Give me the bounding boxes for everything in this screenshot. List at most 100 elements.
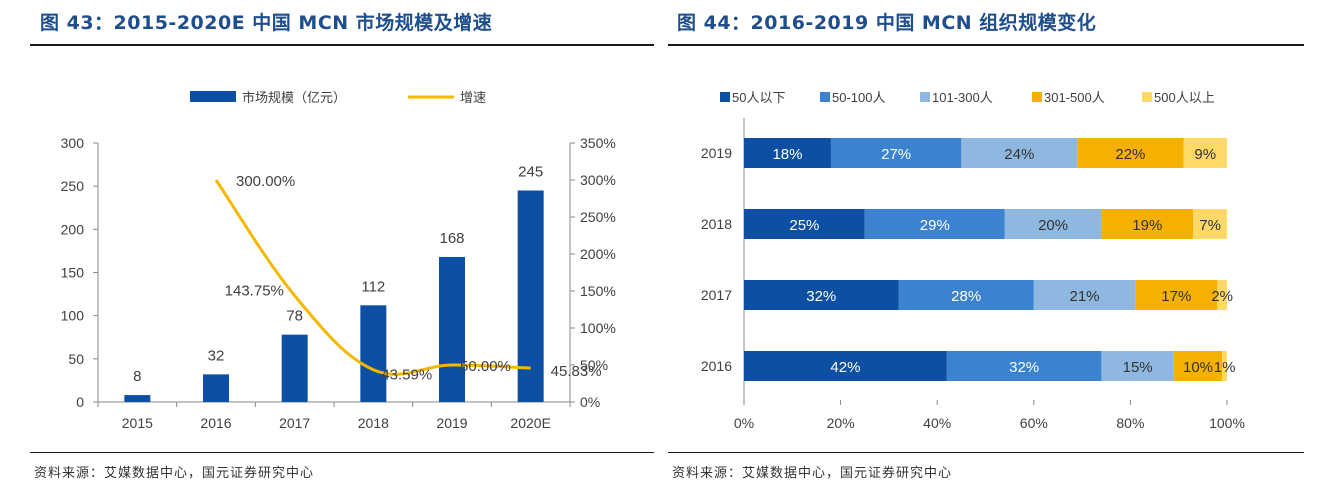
x-tick-label: 2019 (436, 415, 467, 431)
stacked-segment (1077, 138, 1184, 168)
left-source-rule (30, 452, 654, 453)
growth-value-label: 45.83% (551, 363, 602, 380)
stacked-segment (1033, 280, 1136, 310)
market-size-bar (203, 374, 229, 402)
stacked-segment (1217, 280, 1227, 310)
right-title-rule (668, 44, 1304, 46)
segment-value-label: 18% (772, 146, 802, 163)
y2-tick-label: 250% (580, 209, 616, 225)
segment-value-label: 20% (1038, 217, 1068, 234)
y2-tick-label: 0% (580, 394, 600, 410)
stacked-segment (1222, 351, 1227, 381)
stacked-segment (744, 138, 831, 168)
growth-value-label: 300.00% (236, 173, 295, 190)
y2-tick-label: 50% (580, 357, 608, 373)
bar-value-label: 168 (439, 230, 464, 247)
stacked-segment (1101, 351, 1174, 381)
x-tick-label: 2020E (510, 415, 550, 431)
y-tick-label: 250 (61, 178, 85, 194)
segment-value-label: 22% (1115, 146, 1145, 163)
bar-value-label: 78 (286, 308, 303, 325)
bar-value-label: 245 (518, 163, 543, 180)
y-tick-label: 100 (61, 308, 85, 324)
y-tick-label: 150 (61, 265, 85, 281)
stacked-segment (830, 138, 962, 168)
bar-value-label: 112 (361, 278, 385, 295)
market-size-bar (439, 256, 465, 402)
category-label: 2017 (701, 287, 732, 303)
stacked-segment (961, 138, 1078, 168)
category-label: 2019 (701, 145, 732, 161)
y-tick-label: 200 (61, 221, 85, 237)
x-tick-label: 80% (1116, 415, 1144, 431)
stacked-segment (1135, 280, 1218, 310)
segment-value-label: 19% (1132, 217, 1162, 234)
segment-value-label: 29% (920, 217, 950, 234)
x-tick-label: 20% (827, 415, 855, 431)
legend-label: 301-500人 (1044, 90, 1105, 105)
x-tick-label: 2017 (279, 415, 310, 431)
category-label: 2016 (701, 358, 732, 374)
stacked-segment (1193, 209, 1227, 239)
legend-label: 50-100人 (832, 90, 885, 105)
segment-value-label: 21% (1069, 288, 1099, 305)
legend-label: 101-300人 (932, 90, 993, 105)
left-figure-title: 图 43：2015-2020E 中国 MCN 市场规模及增速 (40, 12, 493, 34)
stacked-segment (1004, 209, 1102, 239)
stacked-segment (744, 209, 865, 239)
y2-tick-label: 300% (580, 172, 616, 188)
growth-value-label: 143.75% (225, 283, 284, 300)
bar-value-label: 32 (208, 347, 225, 364)
x-tick-label: 60% (1020, 415, 1048, 431)
legend-swatch (820, 92, 830, 102)
legend-bar-label: 市场规模（亿元） (242, 90, 346, 105)
stacked-segment (946, 351, 1102, 381)
right-source-note: 资料来源：艾媒数据中心，国元证券研究中心 (672, 466, 953, 481)
market-size-bar (281, 334, 308, 402)
legend-swatch (920, 92, 930, 102)
segment-value-label: 28% (951, 288, 981, 305)
segment-value-label: 10% (1183, 359, 1213, 376)
left-title-rule (30, 44, 654, 46)
x-tick-label: 0% (734, 415, 754, 431)
segment-value-label: 7% (1199, 217, 1221, 234)
stacked-segment (1101, 209, 1194, 239)
y-tick-label: 50 (68, 351, 84, 367)
market-size-bar (517, 190, 544, 402)
stacked-segment (898, 280, 1034, 310)
segment-value-label: 15% (1123, 359, 1153, 376)
stacked-segment (1183, 138, 1227, 168)
segment-value-label: 24% (1004, 146, 1034, 163)
segment-value-label: 25% (789, 217, 819, 234)
legend-label: 500人以上 (1154, 90, 1215, 105)
y2-tick-label: 200% (580, 246, 616, 262)
right-figure-title: 图 44：2016-2019 中国 MCN 组织规模变化 (677, 12, 1097, 34)
legend-bar-swatch (190, 91, 236, 102)
stacked-segment (744, 280, 899, 310)
legend-swatch (1032, 92, 1042, 102)
y2-tick-label: 150% (580, 283, 616, 299)
segment-value-label: 32% (806, 288, 836, 305)
segment-value-label: 27% (881, 146, 911, 163)
market-size-bar (360, 305, 387, 402)
y-tick-label: 0 (76, 394, 84, 410)
growth-value-label: 50.00% (460, 358, 511, 375)
left-source-note: 资料来源：艾媒数据中心，国元证券研究中心 (34, 466, 315, 481)
x-tick-label: 2016 (200, 415, 231, 431)
category-label: 2018 (701, 216, 732, 232)
segment-value-label: 32% (1009, 359, 1039, 376)
x-tick-label: 2015 (122, 415, 153, 431)
x-tick-label: 100% (1209, 415, 1245, 431)
segment-value-label: 2% (1211, 288, 1233, 305)
legend-swatch (720, 92, 730, 102)
legend-label: 50人以下 (732, 90, 785, 105)
growth-value-label: 43.59% (381, 367, 432, 384)
stacked-segment (1173, 351, 1223, 381)
y2-tick-label: 100% (580, 320, 616, 336)
y2-tick-label: 350% (580, 135, 616, 151)
y-tick-label: 300 (61, 135, 85, 151)
legend-swatch (1142, 92, 1152, 102)
market-size-bar (124, 395, 151, 402)
right-source-rule (668, 452, 1304, 453)
